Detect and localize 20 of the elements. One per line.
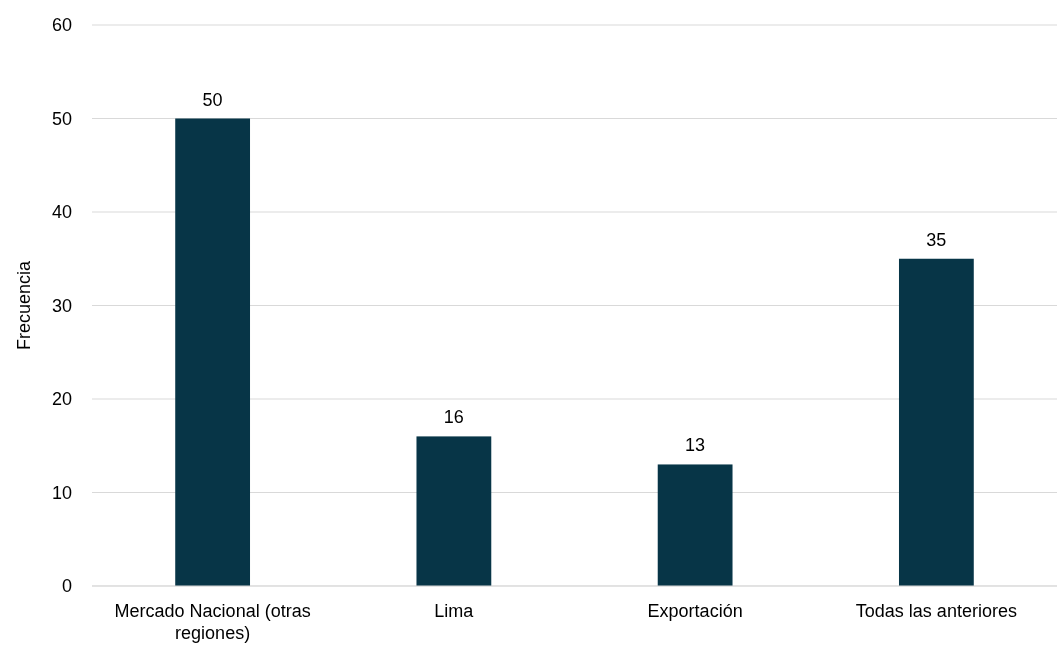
bar [898,258,974,586]
data-label: 35 [926,229,947,250]
data-label: 50 [202,89,223,110]
data-label: 13 [685,435,706,456]
y-tick-label: 50 [51,108,72,129]
y-tick-label: 60 [51,15,72,36]
x-tick-label: Lima [434,601,475,621]
y-tick-label: 20 [51,389,72,410]
y-tick-label: 30 [51,295,72,316]
y-tick-label: 10 [51,482,72,503]
x-tick-label: Todas las anteriores [855,601,1017,621]
y-axis-title: Frecuencia [14,259,34,351]
y-tick-label: 0 [61,576,72,597]
bar [416,436,492,586]
bar [175,118,251,586]
data-label: 16 [443,407,464,428]
bar [657,464,733,586]
x-tick-label: Mercado Nacional (otras regiones) [114,601,311,643]
y-tick-label: 40 [51,202,72,223]
x-tick-label: Exportación [647,601,743,621]
